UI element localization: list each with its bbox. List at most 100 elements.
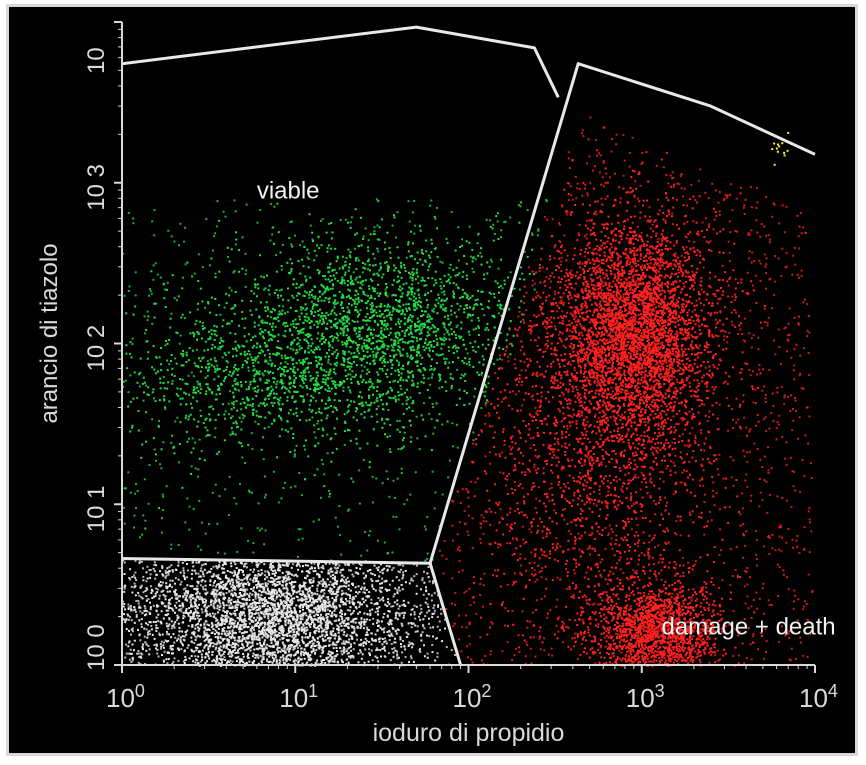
data-point — [267, 349, 270, 352]
data-point — [129, 400, 132, 403]
data-point — [638, 390, 641, 393]
data-point — [241, 445, 244, 448]
data-point — [347, 373, 350, 376]
data-point — [634, 301, 637, 304]
data-point — [163, 387, 166, 390]
data-point — [210, 329, 213, 332]
data-point — [371, 333, 374, 336]
data-point — [700, 611, 703, 613]
data-point — [597, 316, 600, 319]
data-point — [636, 465, 639, 468]
data-point — [670, 375, 673, 378]
data-point — [250, 491, 253, 494]
data-point — [464, 373, 467, 376]
data-point — [575, 377, 578, 380]
data-point — [223, 413, 226, 416]
data-point — [668, 352, 671, 355]
data-point — [296, 294, 298, 297]
data-point — [316, 244, 319, 247]
data-point — [197, 302, 199, 305]
data-point — [252, 365, 255, 367]
data-point — [503, 439, 506, 442]
data-point — [575, 422, 578, 425]
data-point — [465, 262, 468, 265]
data-point — [199, 409, 202, 412]
data-point — [557, 460, 560, 463]
data-point — [324, 374, 327, 377]
data-point — [399, 285, 401, 288]
data-point — [350, 477, 353, 480]
data-point — [265, 344, 268, 347]
data-point — [295, 407, 298, 410]
data-point — [397, 364, 400, 367]
data-point — [300, 375, 303, 378]
data-point — [333, 351, 336, 354]
data-point — [269, 337, 272, 340]
data-point — [411, 402, 414, 405]
data-point — [604, 282, 607, 285]
data-point — [656, 404, 659, 407]
data-point — [386, 348, 389, 351]
data-point — [247, 369, 250, 372]
data-point — [431, 470, 434, 473]
data-point — [607, 653, 610, 655]
data-point — [519, 432, 521, 435]
data-point — [383, 541, 386, 544]
data-point — [160, 363, 162, 366]
data-point — [312, 520, 315, 523]
data-point — [373, 297, 376, 300]
data-point — [142, 376, 145, 379]
data-point — [414, 305, 417, 308]
data-point — [443, 343, 446, 346]
data-point — [578, 412, 581, 415]
data-point — [255, 371, 258, 374]
data-point — [458, 388, 461, 391]
data-point — [441, 298, 444, 301]
data-point — [393, 279, 395, 282]
data-point — [628, 549, 631, 552]
data-point — [562, 292, 565, 295]
data-point — [416, 437, 419, 440]
data-point — [358, 275, 361, 278]
data-point — [383, 344, 386, 347]
data-point — [424, 259, 427, 262]
data-point — [709, 653, 712, 656]
data-point — [308, 296, 311, 299]
data-point — [348, 309, 351, 312]
data-point — [631, 298, 634, 301]
data-point — [279, 381, 282, 384]
data-point — [421, 263, 424, 266]
data-point — [363, 411, 366, 413]
data-point — [640, 451, 642, 454]
data-point — [410, 289, 413, 292]
data-point — [311, 342, 314, 345]
data-point — [248, 385, 251, 388]
data-point — [304, 369, 306, 371]
data-point — [628, 594, 631, 597]
data-point — [305, 385, 308, 387]
data-point — [634, 329, 637, 332]
data-point — [485, 399, 488, 402]
data-point — [277, 320, 280, 322]
data-point — [450, 385, 453, 387]
data-point — [584, 531, 587, 534]
data-point — [533, 288, 536, 291]
data-point — [257, 355, 260, 358]
data-point — [400, 264, 403, 267]
data-point — [355, 355, 358, 358]
data-point — [531, 248, 534, 251]
data-point — [218, 387, 221, 390]
data-point — [660, 413, 662, 416]
data-point — [403, 426, 405, 429]
data-point — [550, 352, 553, 355]
data-point — [160, 448, 163, 451]
data-point — [665, 261, 668, 264]
data-point — [711, 372, 714, 375]
data-point — [233, 379, 236, 382]
data-point — [314, 390, 317, 393]
data-point — [176, 387, 179, 390]
data-point — [288, 383, 291, 386]
data-point — [228, 322, 231, 325]
data-point — [307, 341, 310, 344]
data-point — [257, 361, 260, 364]
